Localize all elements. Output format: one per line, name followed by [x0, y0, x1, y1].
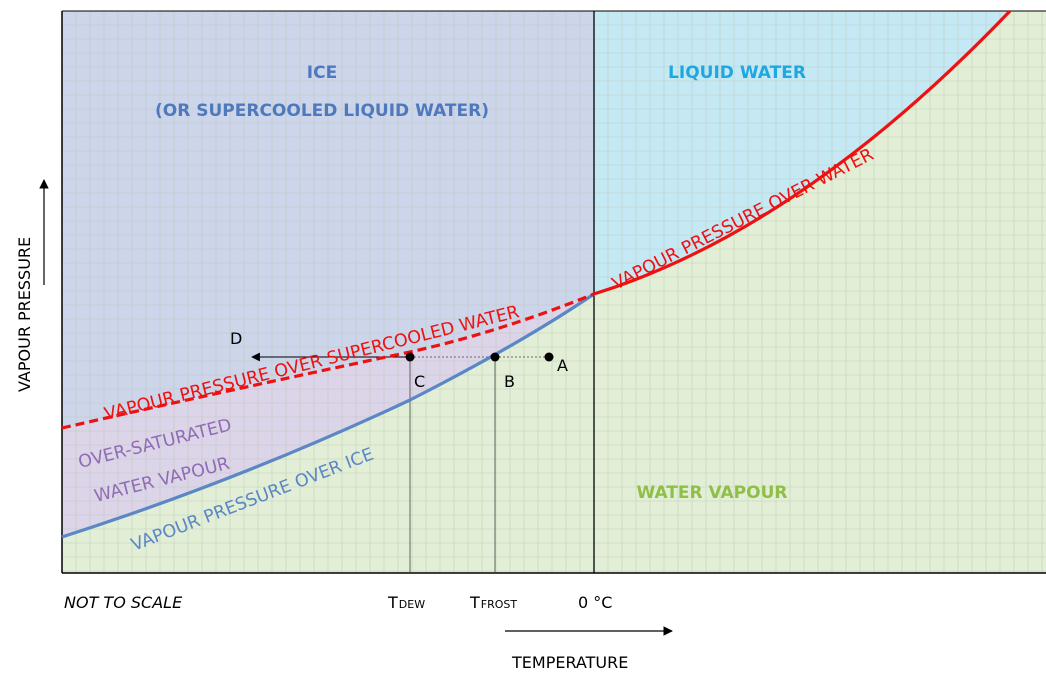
tfrost-tick-label: TFROST: [469, 593, 517, 612]
water-vapour-curve: [593, 9, 1012, 296]
regions: [62, 11, 1046, 573]
tdew-tick-label: TDEW: [387, 593, 425, 612]
vapour-region-label: WATER VAPOUR: [636, 483, 787, 503]
ice-region-label: ICE: [307, 63, 337, 83]
point-a-label: A: [557, 356, 568, 375]
point-c-marker: [405, 352, 415, 362]
not-to-scale-note: NOT TO SCALE: [64, 593, 183, 612]
y-axis-title: VAPOUR PRESSURE: [15, 237, 34, 392]
liquid-region-label: LIQUID WATER: [668, 63, 806, 83]
point-b-marker: [490, 352, 500, 362]
x-axis-title: TEMPERATURE: [511, 653, 628, 672]
point-d-label: D: [230, 329, 242, 348]
ice-region-sublabel: (OR SUPERCOOLED LIQUID WATER): [155, 101, 489, 121]
point-a-marker: [544, 352, 554, 362]
point-c-label: C: [414, 372, 425, 391]
liquid-region: [594, 11, 1010, 294]
point-b-label: B: [504, 372, 515, 391]
supercooled-curve: [61, 292, 595, 430]
ice-vapour-curve: [61, 292, 595, 539]
zero-celsius-tick-label: 0 °C: [578, 593, 612, 612]
grid: [62, 11, 1046, 573]
